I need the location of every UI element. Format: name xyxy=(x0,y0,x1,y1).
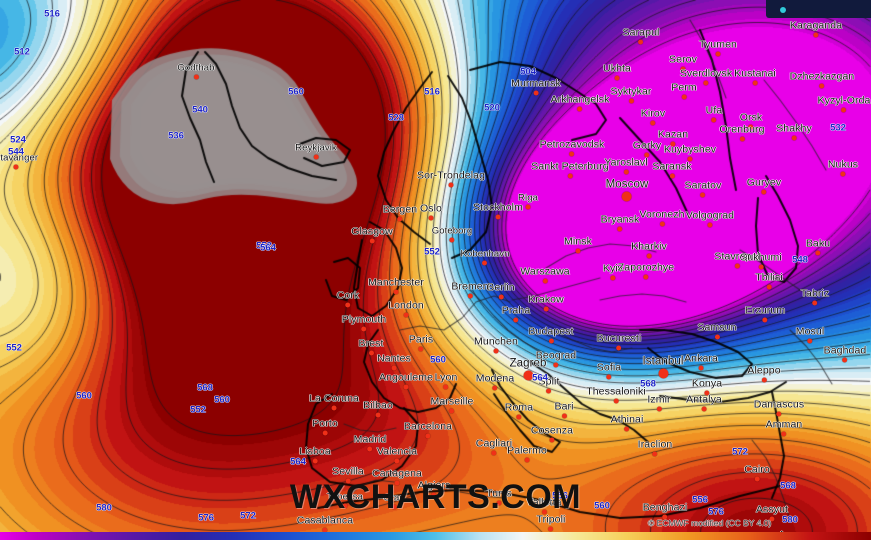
status-pip xyxy=(780,7,786,13)
corner-panel[interactable] xyxy=(766,0,871,18)
color-scale-bar xyxy=(0,532,871,540)
